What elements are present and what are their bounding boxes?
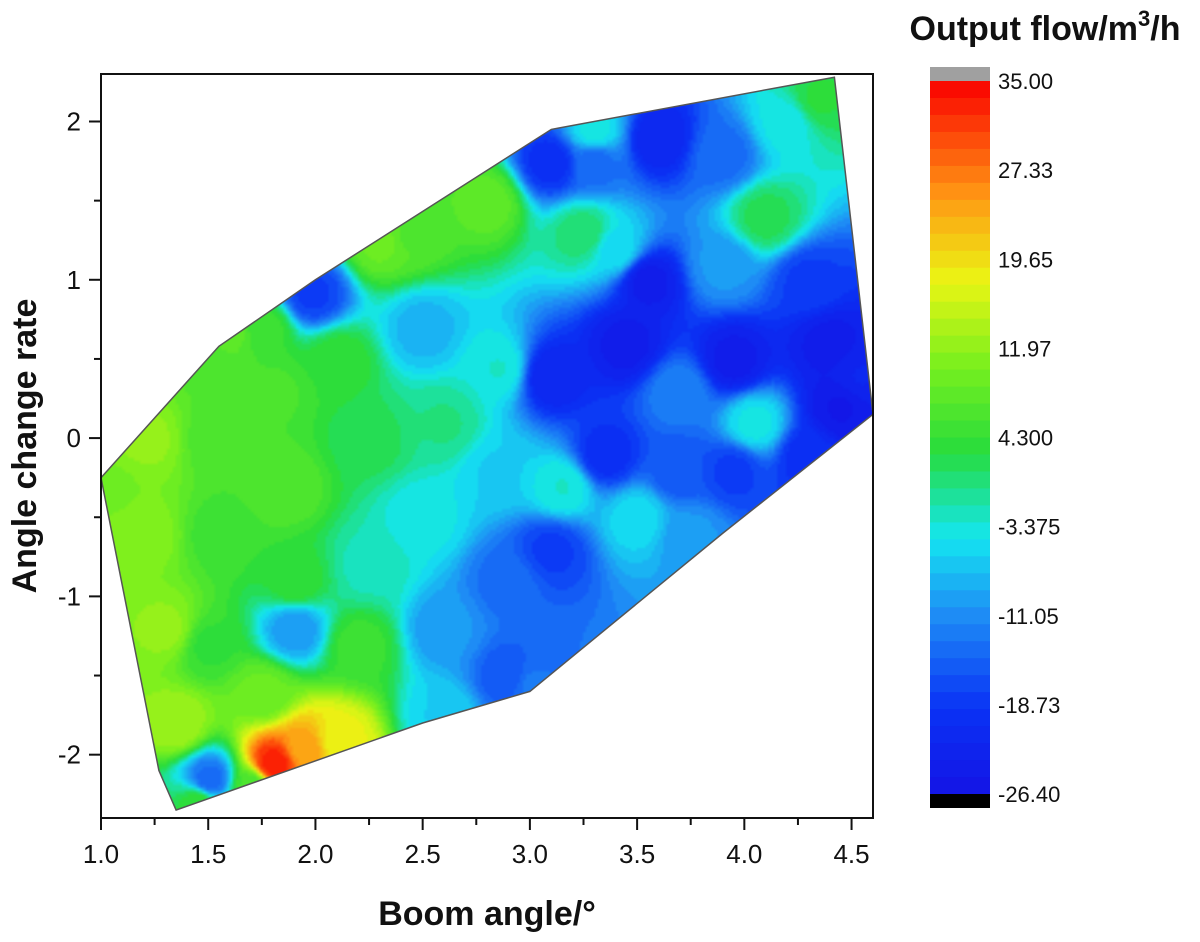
colorbar-level-swatch <box>930 743 990 761</box>
colorbar-level-swatch <box>930 386 990 405</box>
colorbar-level-swatch <box>930 658 990 676</box>
y-tick-label: 0 <box>67 423 81 453</box>
colorbar-label: 27.33 <box>998 158 1053 183</box>
colorbar-level-swatch <box>930 369 990 388</box>
colorbar-label: 35.00 <box>998 69 1053 94</box>
colorbar-below-swatch <box>930 794 990 808</box>
y-axis-title: Angle change rate <box>6 299 44 594</box>
colorbar-label: -3.375 <box>998 515 1060 540</box>
colorbar-level-swatch <box>930 165 990 184</box>
x-axis-title: Boom angle/° <box>378 895 596 933</box>
colorbar-level-swatch <box>930 675 990 693</box>
colorbar: Output flow/m3/h 35.00 27.33 19.65 11.97 4.3… <box>910 6 1181 808</box>
colorbar-level-swatch <box>930 284 990 303</box>
colorbar-level-swatch <box>930 182 990 201</box>
colorbar-level-swatch <box>930 726 990 744</box>
colorbar-level-swatch <box>930 692 990 710</box>
colorbar-level-swatch <box>930 607 990 625</box>
colorbar-level-swatch <box>930 216 990 235</box>
colorbar-level-swatch <box>930 454 990 473</box>
colorbar-label: 11.97 <box>998 336 1051 361</box>
colorbar-level-swatch <box>930 318 990 337</box>
colorbar-level-swatch <box>930 250 990 269</box>
colorbar-level-swatch <box>930 590 990 608</box>
colorbar-level-swatch <box>930 97 990 116</box>
x-tick-label: 2.5 <box>405 839 441 869</box>
colorbar-level-swatch <box>930 148 990 167</box>
colorbar-level-swatch <box>930 556 990 574</box>
colorbar-level-swatch <box>930 471 990 490</box>
plot-frame <box>100 73 874 819</box>
colorbar-level-swatch <box>930 199 990 218</box>
colorbar-level-swatch <box>930 131 990 150</box>
x-tick-label: 2.0 <box>297 839 333 869</box>
colorbar-level-swatch <box>930 352 990 371</box>
x-tick-label: 3.0 <box>512 839 548 869</box>
colorbar-level-swatch <box>930 301 990 320</box>
colorbar-level-swatch <box>930 420 990 439</box>
colorbar-level-swatch <box>930 522 990 540</box>
x-tick-label: 3.5 <box>619 839 655 869</box>
colorbar-level-swatch <box>930 505 990 523</box>
x-tick-label: 4.0 <box>726 839 762 869</box>
colorbar-level-swatch <box>930 573 990 591</box>
colorbar-level-swatch <box>930 624 990 642</box>
colorbar-title: Output flow/m3/h <box>910 6 1181 48</box>
colorbar-level-swatch <box>930 539 990 557</box>
colorbar-level-swatch <box>930 641 990 659</box>
colorbar-above-swatch <box>930 67 990 81</box>
colorbar-level-swatch <box>930 777 990 795</box>
colorbar-label: 4.300 <box>998 426 1053 451</box>
y-tick-label: -1 <box>58 581 81 611</box>
colorbar-level-swatch <box>930 114 990 133</box>
colorbar-label: -11.05 <box>998 604 1059 629</box>
colorbar-level-swatch <box>930 233 990 252</box>
x-tick-label: 1.0 <box>83 839 119 869</box>
colorbar-level-swatch <box>930 709 990 727</box>
y-tick-label: 2 <box>67 106 81 136</box>
colorbar-level-swatch <box>930 81 990 99</box>
colorbar-label: -26.40 <box>998 782 1060 807</box>
y-axis: 2 1 0 -1 -2 <box>58 106 101 770</box>
y-tick-label: 1 <box>67 265 81 295</box>
colorbar-level-swatch <box>930 488 990 507</box>
colorbar-level-swatch <box>930 267 990 286</box>
contour-boundary <box>101 76 873 812</box>
contour-plot-area <box>101 76 873 812</box>
y-tick-label: -2 <box>58 740 81 770</box>
contour-fill-image <box>101 77 873 811</box>
colorbar-level-swatch <box>930 437 990 456</box>
x-tick-label: 4.5 <box>833 839 869 869</box>
colorbar-level-swatch <box>930 335 990 354</box>
colorbar-level-swatch <box>930 760 990 778</box>
colorbar-label: -18.73 <box>998 693 1060 718</box>
x-tick-label: 1.5 <box>190 839 226 869</box>
colorbar-label: 19.65 <box>998 247 1053 272</box>
x-axis: 1.0 1.5 2.0 2.5 3.0 3.5 4.0 4.5 <box>83 818 870 869</box>
colorbar-level-swatch <box>930 403 990 422</box>
